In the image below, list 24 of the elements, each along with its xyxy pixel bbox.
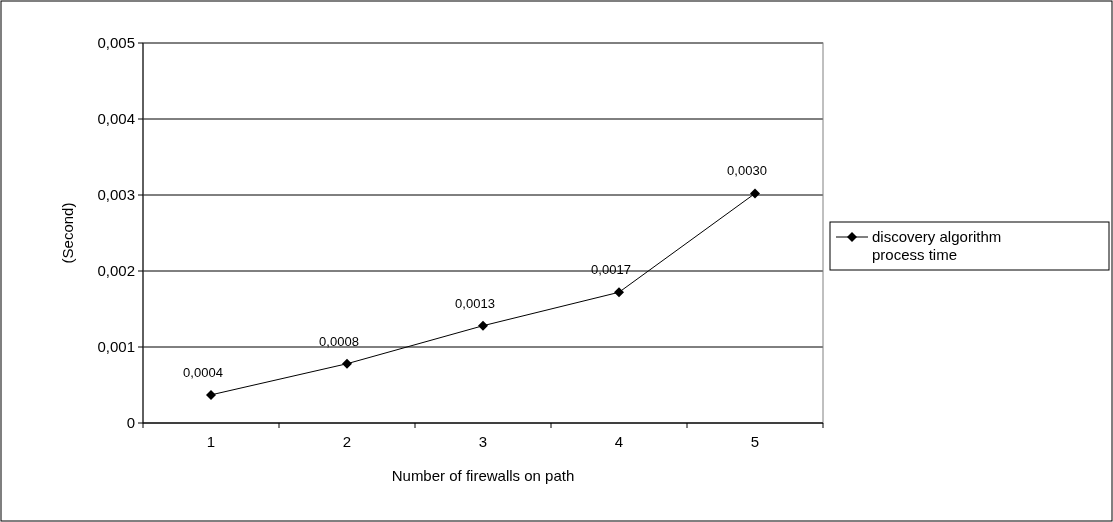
x-tick-label: 3 [478,433,488,450]
y-tick-label: 0 [126,414,135,432]
y-tick-label: 0,005 [97,34,135,52]
point [478,320,488,331]
x-tick-label: 5 [750,433,760,450]
data-label: 0,0013 [455,295,495,311]
y-tick-label: 0,001 [97,338,135,356]
data-label: 0,0004 [183,364,223,380]
y-tick-label: 0,002 [97,262,135,280]
x-axis-title: Number of firewalls on path [391,467,575,484]
data-label: 0,0008 [319,333,359,349]
y-axis-title: (Second) [59,202,76,264]
x-tick-label: 2 [342,433,352,450]
point [750,188,760,199]
point [614,287,624,298]
point [206,389,216,400]
x-tick-label: 4 [614,433,624,450]
y-tick-label: 0,004 [97,110,135,128]
x-tick-label: 1 [206,433,216,450]
y-tick-label: 0,003 [97,186,135,204]
legend-label: discovery algorithm process time [872,228,1002,264]
data-label: 0,0030 [727,163,767,179]
point [342,358,352,369]
data-label: 0,0017 [591,262,631,278]
